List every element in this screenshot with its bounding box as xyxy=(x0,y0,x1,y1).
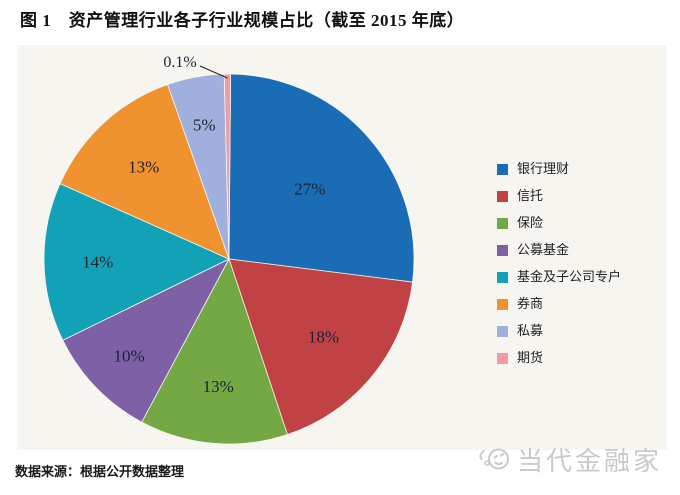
legend-label: 基金及子公司专户 xyxy=(517,269,622,284)
legend-swatch xyxy=(497,298,508,310)
legend-swatch xyxy=(497,190,508,202)
legend-item-3: 公募基金 xyxy=(497,242,621,257)
legend-item-5: 券商 xyxy=(497,296,621,311)
legend-swatch xyxy=(497,217,508,229)
figure-title: 图 1 资产管理行业各子行业规模占比（截至 2015 年底） xyxy=(20,11,465,30)
legend-swatch xyxy=(497,352,508,364)
pie-slice-3 xyxy=(62,258,230,423)
watermark-text: 当代金融家 xyxy=(516,446,662,476)
pie-chart: 27% 18% 13% 10% 14% 13% 5% 0.1% xyxy=(43,54,415,445)
legend-label: 私募 xyxy=(517,323,544,338)
legend-label: 券商 xyxy=(517,296,544,311)
pie-slice-1 xyxy=(228,258,414,436)
source-note: 数据来源：根据公开数据整理 xyxy=(15,464,185,479)
pie-data-label: 14% xyxy=(82,252,113,271)
legend-swatch xyxy=(497,163,508,175)
legend-item-7: 期货 xyxy=(497,350,621,365)
pie-slice-0 xyxy=(228,73,415,283)
pie-slice-4 xyxy=(43,183,230,341)
pie-data-label: 10% xyxy=(114,346,145,365)
legend-label: 公募基金 xyxy=(517,242,570,257)
legend-label: 期货 xyxy=(517,350,544,365)
legend-swatch xyxy=(497,271,508,283)
legend-item-2: 保险 xyxy=(497,215,621,230)
pie-slice-5 xyxy=(59,83,230,260)
smiley-swoosh-logo-icon xyxy=(477,444,511,479)
pie-data-label: 13% xyxy=(203,377,234,396)
legend-swatch xyxy=(497,325,508,337)
pie-label-leader-line xyxy=(199,65,228,79)
pie-data-label: 18% xyxy=(308,328,339,347)
chart-panel: 27% 18% 13% 10% 14% 13% 5% 0.1% 银行理财信托保险公募基金基金及… xyxy=(17,45,667,450)
pie-data-label: 27% xyxy=(294,179,325,198)
pie-slice-7 xyxy=(223,73,232,260)
legend-item-0: 银行理财 xyxy=(497,161,621,176)
legend-item-6: 私募 xyxy=(497,323,621,338)
legend-item-1: 信托 xyxy=(497,188,621,203)
chart-legend: 银行理财信托保险公募基金基金及子公司专户 券商私募期货 xyxy=(497,161,622,379)
legend-label: 保险 xyxy=(517,215,544,230)
legend-swatch xyxy=(497,244,508,256)
pie-data-label: 0.1% xyxy=(163,54,196,71)
publisher-watermark: 当代金融家 xyxy=(477,444,662,479)
pie-data-label: 13% xyxy=(128,158,159,177)
legend-item-4: 基金及子公司专户 xyxy=(497,269,622,284)
legend-label: 信托 xyxy=(517,188,544,203)
pie-data-label: 5% xyxy=(193,115,216,134)
legend-label: 银行理财 xyxy=(517,161,570,176)
pie-slice-2 xyxy=(141,257,288,445)
